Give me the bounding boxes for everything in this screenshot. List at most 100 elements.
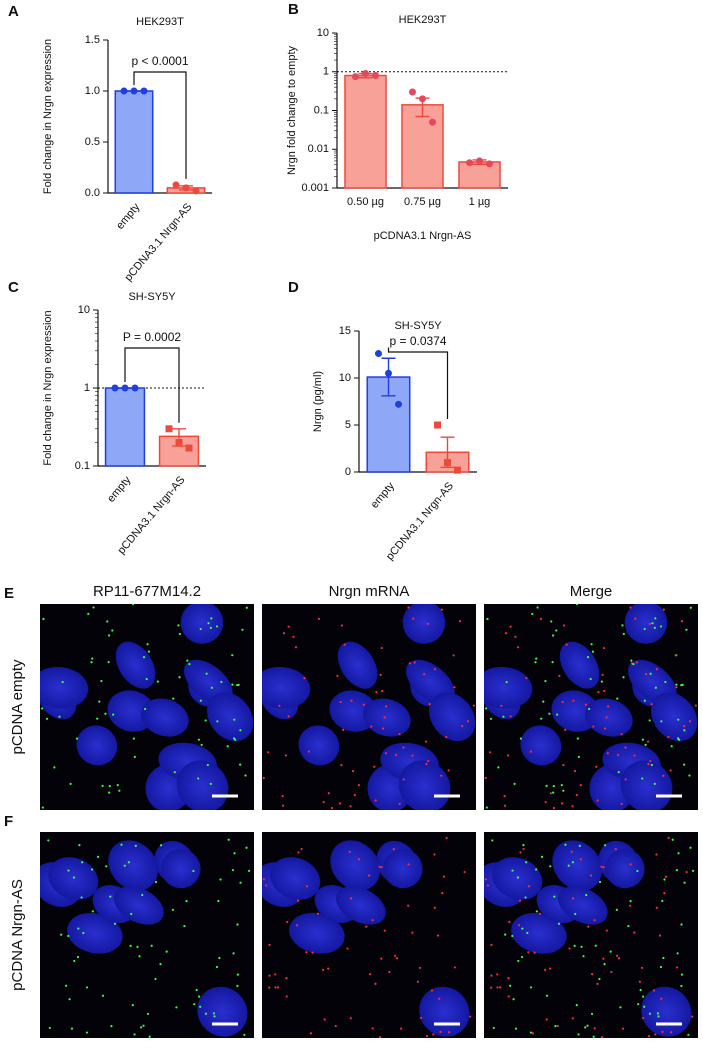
puncta — [367, 874, 371, 877]
puncta — [120, 843, 123, 846]
puncta — [622, 632, 625, 636]
puncta — [183, 924, 186, 928]
puncta — [619, 1006, 622, 1009]
puncta — [378, 865, 381, 868]
puncta — [509, 984, 512, 987]
puncta — [285, 995, 288, 998]
puncta — [675, 868, 679, 872]
puncta — [142, 1024, 145, 1027]
puncta — [525, 861, 528, 864]
puncta — [91, 868, 94, 871]
nucleus — [67, 912, 123, 954]
puncta — [292, 635, 295, 638]
puncta — [633, 931, 636, 934]
puncta — [677, 718, 680, 721]
puncta — [652, 989, 656, 992]
puncta — [637, 1003, 640, 1006]
puncta — [268, 986, 271, 989]
puncta — [552, 784, 555, 788]
puncta — [78, 844, 81, 847]
puncta — [287, 625, 290, 628]
puncta — [689, 846, 692, 849]
puncta — [136, 945, 139, 948]
puncta — [438, 997, 441, 1000]
data-point — [175, 439, 183, 447]
puncta — [590, 1012, 594, 1016]
puncta — [411, 931, 414, 934]
data-point — [130, 87, 138, 95]
puncta — [496, 973, 499, 976]
nucleus — [520, 725, 562, 766]
puncta — [357, 858, 360, 861]
puncta — [380, 957, 383, 960]
puncta — [590, 972, 594, 976]
puncta — [440, 608, 443, 611]
puncta — [394, 753, 398, 757]
puncta — [205, 672, 208, 675]
nucleus — [559, 641, 600, 689]
puncta — [463, 870, 466, 874]
puncta — [584, 703, 587, 706]
puncta — [236, 923, 239, 926]
puncta — [197, 777, 200, 780]
panel-letter: F — [4, 813, 13, 830]
puncta — [544, 679, 547, 683]
puncta — [264, 884, 268, 887]
puncta — [509, 715, 512, 718]
puncta — [132, 737, 135, 740]
puncta — [233, 852, 236, 855]
puncta — [445, 735, 448, 739]
puncta — [582, 955, 585, 958]
puncta — [647, 1034, 651, 1038]
puncta — [616, 753, 620, 757]
puncta — [490, 943, 493, 946]
puncta — [633, 754, 636, 757]
micrograph — [262, 604, 476, 810]
puncta — [496, 986, 499, 989]
puncta — [428, 703, 431, 706]
nucleus — [335, 886, 386, 925]
puncta — [629, 863, 632, 866]
puncta — [571, 897, 575, 900]
puncta — [286, 920, 289, 924]
puncta — [542, 700, 545, 703]
data-point — [375, 350, 382, 358]
puncta — [248, 869, 251, 872]
puncta — [142, 656, 146, 659]
puncta — [545, 1018, 548, 1021]
y-tick-label: 10 — [339, 372, 351, 384]
puncta — [683, 725, 686, 728]
nucleus — [383, 849, 423, 889]
puncta — [592, 1035, 595, 1038]
data-point — [429, 118, 436, 126]
puncta — [317, 617, 321, 620]
puncta — [524, 896, 527, 899]
puncta — [105, 865, 108, 868]
puncta — [113, 922, 117, 925]
puncta — [380, 866, 383, 869]
puncta — [654, 617, 657, 620]
puncta — [550, 620, 553, 623]
puncta — [549, 865, 552, 868]
nucleus — [298, 725, 340, 766]
bar — [104, 387, 146, 467]
puncta — [343, 643, 346, 646]
puncta — [549, 792, 552, 795]
data-point — [385, 369, 392, 377]
puncta — [486, 617, 489, 621]
puncta — [590, 643, 593, 646]
puncta — [655, 906, 658, 909]
puncta — [674, 654, 677, 657]
puncta — [552, 791, 555, 794]
puncta — [539, 617, 543, 620]
puncta — [519, 851, 522, 854]
data-point — [419, 95, 426, 103]
puncta — [511, 869, 514, 872]
puncta — [340, 763, 343, 767]
p-value: p = 0.0374 — [389, 334, 446, 348]
puncta — [442, 875, 446, 878]
puncta — [294, 646, 298, 649]
puncta — [232, 737, 236, 740]
puncta — [562, 763, 565, 767]
puncta — [107, 661, 110, 664]
